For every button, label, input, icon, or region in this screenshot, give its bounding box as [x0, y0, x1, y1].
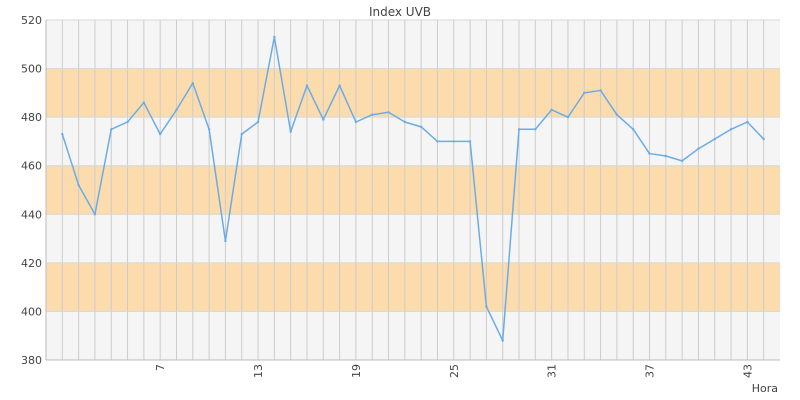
- chart-title: Index UVB: [369, 5, 431, 19]
- x-tick-label: 31: [546, 364, 559, 378]
- data-point: [583, 91, 586, 95]
- data-point: [61, 132, 64, 136]
- x-axis-title: Hora: [752, 382, 778, 395]
- data-point: [240, 132, 243, 136]
- y-band: [46, 165, 780, 215]
- data-point: [305, 84, 309, 87]
- data-point: [110, 128, 113, 131]
- data-point: [256, 120, 260, 124]
- x-tick-label: 13: [252, 364, 265, 378]
- data-point: [517, 128, 521, 131]
- data-point: [142, 101, 146, 104]
- data-point: [615, 113, 619, 116]
- x-tick-label: 43: [741, 364, 754, 378]
- data-point: [599, 89, 602, 92]
- data-point: [566, 115, 570, 119]
- data-point: [191, 81, 194, 85]
- data-point: [354, 120, 358, 124]
- data-point: [680, 159, 684, 163]
- data-point: [746, 120, 749, 124]
- y-tick-label: 520: [21, 14, 42, 27]
- data-point: [273, 35, 276, 39]
- y-tick-label: 460: [21, 160, 42, 173]
- data-point: [436, 140, 439, 143]
- y-bands: [46, 68, 780, 312]
- x-tick-label: 25: [448, 364, 461, 378]
- y-tick-label: 380: [21, 354, 42, 367]
- data-point: [419, 125, 423, 129]
- data-point: [403, 120, 407, 124]
- data-point: [207, 128, 211, 131]
- data-point: [387, 111, 390, 114]
- y-tick-label: 480: [21, 111, 42, 124]
- data-point: [762, 137, 765, 141]
- y-band: [46, 262, 780, 312]
- data-point: [697, 147, 700, 150]
- data-point: [648, 152, 651, 155]
- data-point: [77, 183, 80, 187]
- series-line: [61, 36, 765, 342]
- data-point: [322, 118, 325, 121]
- data-point: [729, 128, 733, 131]
- axes: [45, 20, 780, 361]
- data-point: [93, 213, 97, 216]
- data-point: [158, 132, 162, 136]
- data-point: [175, 108, 178, 112]
- y-tick-labels: 380 400 420 440 460 480 500 520: [21, 14, 42, 367]
- x-tick-label: 19: [350, 364, 363, 378]
- data-point: [371, 113, 374, 116]
- x-tick-label: 7: [154, 364, 167, 371]
- data-point: [485, 305, 488, 308]
- x-tick-labels: 7 13 19 25 31 37 43: [154, 364, 754, 378]
- y-tick-label: 500: [21, 63, 42, 76]
- data-point: [632, 128, 635, 131]
- x-tick-label: 37: [644, 364, 657, 378]
- y-tick-label: 400: [21, 305, 42, 318]
- data-point: [664, 154, 668, 158]
- data-point: [468, 140, 472, 143]
- data-point: [713, 137, 716, 141]
- y-band: [46, 68, 780, 118]
- vertical-gridlines: [61, 20, 765, 360]
- y-tick-label: 440: [21, 208, 42, 221]
- y-tick-label: 420: [21, 257, 42, 270]
- data-point: [289, 130, 292, 133]
- data-point: [501, 339, 504, 342]
- data-point: [126, 120, 129, 124]
- data-point: [338, 84, 341, 87]
- series-group: [61, 35, 765, 342]
- data-point: [224, 239, 227, 243]
- data-point: [550, 108, 553, 112]
- data-point: [534, 128, 537, 131]
- data-point: [452, 140, 455, 143]
